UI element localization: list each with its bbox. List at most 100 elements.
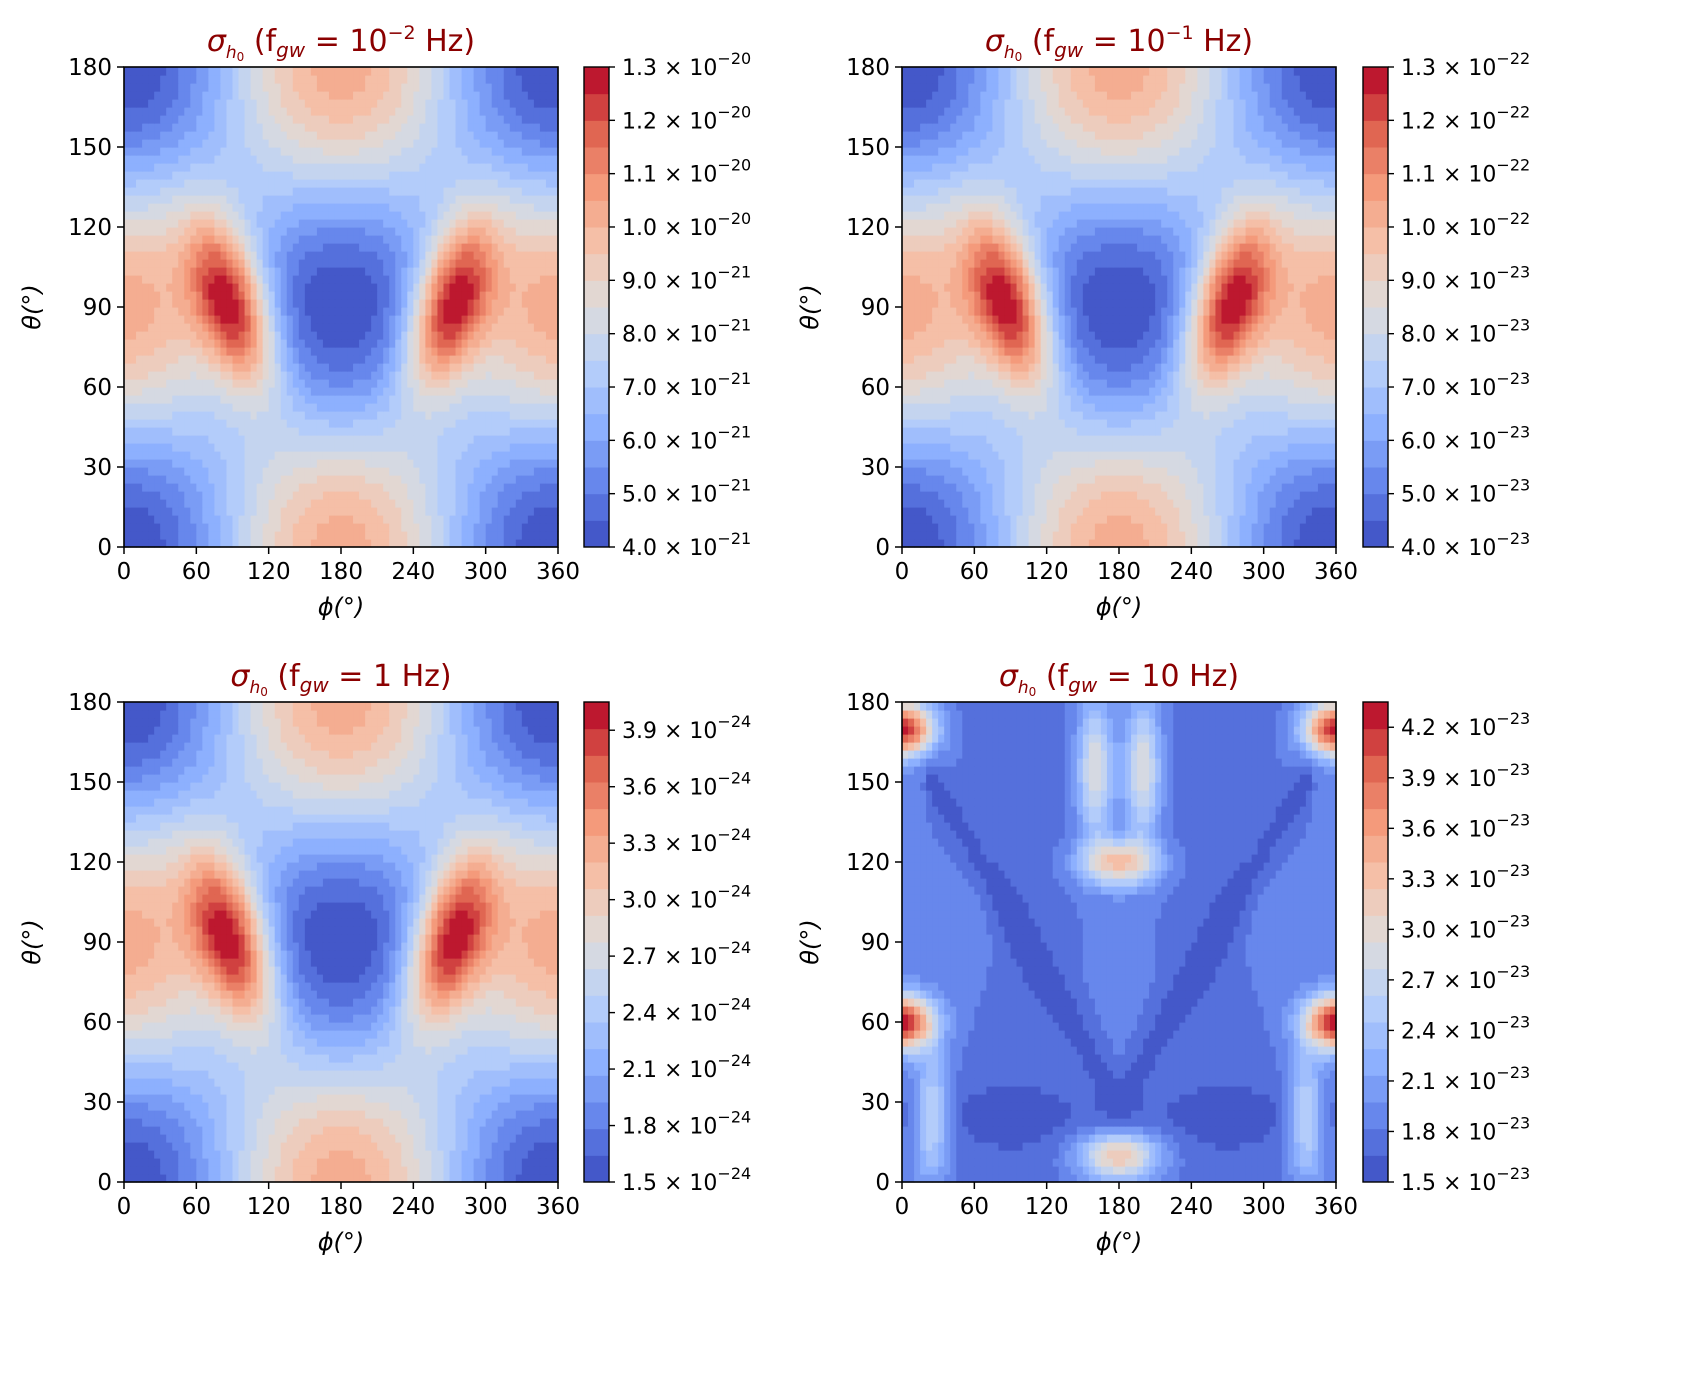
heatmap-cell xyxy=(1270,491,1277,500)
heatmap-cell xyxy=(474,211,481,220)
heatmap-cell xyxy=(480,395,487,404)
heatmap-cell xyxy=(281,123,288,132)
heatmap-cell xyxy=(142,147,149,156)
heatmap-cell xyxy=(1270,483,1277,492)
heatmap-cell xyxy=(142,339,149,348)
heatmap-cell xyxy=(142,291,149,300)
heatmap-cell xyxy=(269,379,276,388)
heatmap-cell xyxy=(968,507,975,516)
heatmap-cell xyxy=(220,259,227,268)
heatmap-cell xyxy=(431,475,438,484)
heatmap-cell xyxy=(431,267,438,276)
heatmap-cell xyxy=(124,475,131,484)
heatmap-cell xyxy=(1252,531,1259,540)
heatmap-cell xyxy=(251,459,258,468)
heatmap-cell xyxy=(317,323,324,332)
heatmap-cell xyxy=(480,187,487,196)
heatmap-cell xyxy=(287,355,294,364)
heatmap-cell xyxy=(275,507,282,516)
heatmap-cell xyxy=(1197,499,1204,508)
heatmap-cell xyxy=(226,83,233,92)
heatmap-cell xyxy=(329,299,336,308)
heatmap-cell xyxy=(305,171,312,180)
heatmap-cell xyxy=(498,435,505,444)
heatmap-cell xyxy=(437,243,444,252)
heatmap-cell xyxy=(425,403,432,412)
heatmap-cell xyxy=(510,163,517,172)
heatmap-cell xyxy=(1197,483,1204,492)
heatmap-cell xyxy=(317,499,324,508)
heatmap-cell xyxy=(329,467,336,476)
heatmap-cell xyxy=(190,347,197,356)
y-tick-label: 150 xyxy=(68,135,112,161)
heatmap-cell xyxy=(431,315,438,324)
heatmap-cell xyxy=(293,531,300,540)
heatmap-cell xyxy=(220,491,227,500)
heatmap-cell xyxy=(257,91,264,100)
heatmap-cell xyxy=(456,363,463,372)
heatmap-cell xyxy=(323,435,330,444)
heatmap-cell xyxy=(166,123,173,132)
heatmap-cell xyxy=(528,75,535,84)
heatmap-cell xyxy=(251,323,258,332)
heatmap-cell xyxy=(389,507,396,516)
heatmap-cell xyxy=(546,531,553,540)
heatmap-cell xyxy=(130,131,137,140)
heatmap-cell xyxy=(323,147,330,156)
heatmap-cell xyxy=(196,435,203,444)
heatmap-cell xyxy=(498,403,505,412)
heatmap-cell xyxy=(1300,523,1307,532)
heatmap-cell xyxy=(377,411,384,420)
heatmap-cell xyxy=(540,331,547,340)
heatmap-cell xyxy=(311,483,318,492)
heatmap-cell xyxy=(1203,491,1210,500)
heatmap-cell xyxy=(335,75,342,84)
heatmap-cell xyxy=(1221,515,1228,524)
heatmap-cell xyxy=(329,163,336,172)
heatmap-cell xyxy=(474,83,481,92)
heatmap-cell xyxy=(166,427,173,436)
heatmap-cell xyxy=(1113,491,1120,500)
heatmap-cell xyxy=(154,507,161,516)
heatmap-cell xyxy=(492,83,499,92)
heatmap-cell xyxy=(239,507,246,516)
heatmap-cell xyxy=(166,259,173,268)
heatmap-cell xyxy=(365,203,372,212)
heatmap-cell xyxy=(251,451,258,460)
heatmap-cell xyxy=(534,323,541,332)
heatmap-cell xyxy=(528,227,535,236)
heatmap-cell xyxy=(311,507,318,516)
heatmap-cell xyxy=(437,507,444,516)
heatmap-cell xyxy=(341,491,348,500)
heatmap-cell xyxy=(196,275,203,284)
heatmap-cell xyxy=(522,203,529,212)
heatmap-cell xyxy=(353,299,360,308)
heatmap-cell xyxy=(172,371,179,380)
heatmap-cell xyxy=(1023,515,1030,524)
heatmap-cell xyxy=(214,123,221,132)
heatmap-cell xyxy=(239,371,246,380)
heatmap-cell xyxy=(419,515,426,524)
heatmap-cell xyxy=(335,387,342,396)
heatmap-cell xyxy=(353,459,360,468)
heatmap-cell xyxy=(239,355,246,364)
heatmap-cell xyxy=(239,163,246,172)
heatmap-cell xyxy=(184,251,191,260)
heatmap-cell xyxy=(275,403,282,412)
heatmap-cell xyxy=(516,531,523,540)
heatmap-cell xyxy=(492,259,499,268)
heatmap-cell xyxy=(1324,515,1331,524)
heatmap-cell xyxy=(920,515,927,524)
heatmap-cell xyxy=(172,131,179,140)
heatmap-cell xyxy=(293,243,300,252)
heatmap-cell xyxy=(208,475,215,484)
heatmap-cell xyxy=(245,75,252,84)
heatmap-cell xyxy=(534,435,541,444)
heatmap-cell xyxy=(371,395,378,404)
heatmap-cell xyxy=(317,395,324,404)
heatmap-cell xyxy=(431,259,438,268)
heatmap-cell xyxy=(311,235,318,244)
heatmap-cell xyxy=(226,91,233,100)
heatmap-cell xyxy=(443,195,450,204)
heatmap-cell xyxy=(480,235,487,244)
